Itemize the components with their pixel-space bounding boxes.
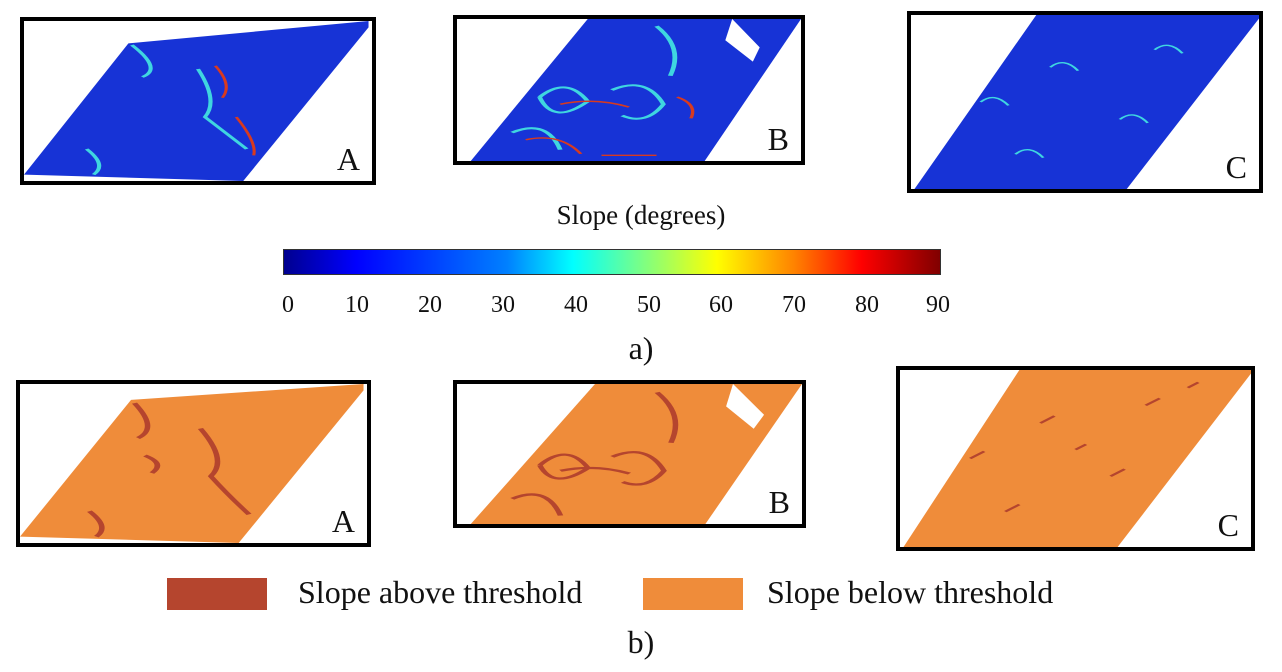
legend-label-below: Slope below threshold: [767, 574, 1054, 610]
colorbar-tick: 90: [926, 292, 950, 318]
threshold-map-b: [470, 384, 802, 524]
colorbar-tick: 0: [282, 292, 294, 318]
panel-label: B: [767, 121, 789, 157]
slope-map-a: [24, 21, 369, 181]
colorbar-tick: 60: [709, 292, 733, 318]
colorbar-tick: 20: [418, 292, 442, 318]
panel-label: A: [336, 141, 360, 177]
threshold-map-panel-b: B: [453, 380, 806, 528]
legend-label-above: Slope above threshold: [298, 574, 583, 610]
slope-colorbar: [283, 249, 941, 275]
caption-b: b): [627, 624, 655, 660]
panel-label: B: [768, 484, 790, 520]
slope-map-b: [470, 19, 801, 161]
panel-label: C: [1217, 507, 1239, 543]
caption-a: a): [628, 330, 654, 366]
panel-label: C: [1225, 149, 1247, 185]
panel-label: A: [331, 503, 355, 539]
threshold-map-c: [903, 370, 1251, 547]
colorbar-tick: 10: [345, 292, 369, 318]
threshold-map-panel-a: A: [16, 380, 371, 547]
colorbar-tick: 40: [564, 292, 588, 318]
colorbar-tick: 50: [637, 292, 661, 318]
slope-map-c: [914, 15, 1259, 189]
legend-swatch-below: [643, 578, 743, 610]
colorbar-title: Slope (degrees): [556, 200, 726, 230]
slope-map-panel-b: B: [453, 15, 805, 165]
threshold-map-panel-c: C: [896, 366, 1255, 551]
colorbar-tick: 80: [855, 292, 879, 318]
threshold-map-a: [20, 384, 364, 543]
colorbar-tick: 30: [491, 292, 515, 318]
slope-map-panel-c: C: [907, 11, 1263, 193]
legend-swatch-above: [167, 578, 267, 610]
slope-map-panel-a: A: [20, 17, 376, 185]
colorbar-tick: 70: [782, 292, 806, 318]
